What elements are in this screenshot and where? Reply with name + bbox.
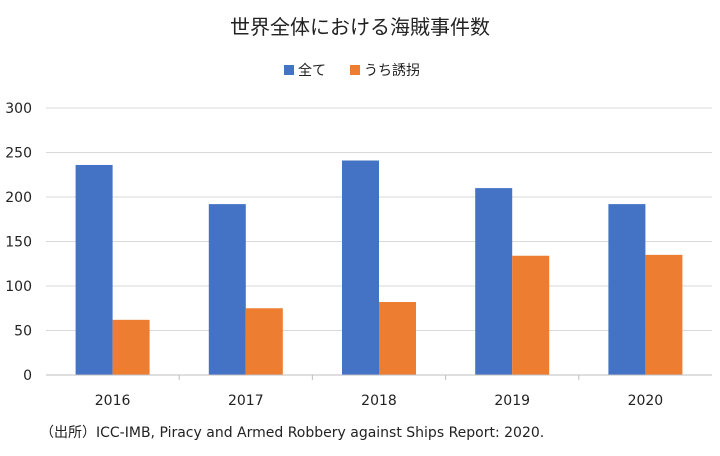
y-tick-label: 300 <box>5 101 32 117</box>
bar-kidnapping-2018 <box>379 302 416 375</box>
bar-all-2019 <box>475 188 513 375</box>
y-tick-label: 100 <box>5 279 32 295</box>
legend-swatch-all <box>284 65 294 75</box>
legend-label-kidnapping: うち誘拐 <box>364 63 420 79</box>
y-tick-label: 200 <box>5 190 32 206</box>
legend-swatch-kidnapping <box>350 65 360 75</box>
y-tick-label: 0 <box>23 368 32 384</box>
bar-kidnapping-2016 <box>112 319 150 375</box>
source-note: （出所）ICC-IMB, Piracy and Armed Robbery ag… <box>40 425 545 441</box>
bar-all-2017 <box>208 204 246 375</box>
bar-all-2018 <box>342 160 379 375</box>
bars <box>75 160 683 375</box>
legend: 全て うち誘拐 <box>284 62 420 79</box>
y-axis-ticks: 0 50 100 150 200 250 300 <box>5 101 32 384</box>
bar-all-2016 <box>75 164 113 375</box>
x-tick-label: 2016 <box>95 393 131 409</box>
y-tick-label: 150 <box>5 235 32 251</box>
x-tick-label: 2019 <box>494 393 530 409</box>
bar-all-2020 <box>608 204 646 375</box>
legend-label-all: 全て <box>298 62 326 79</box>
y-tick-label: 250 <box>5 146 32 162</box>
bar-kidnapping-2020 <box>645 254 683 375</box>
chart-title: 世界全体における海賊事件数 <box>230 15 490 39</box>
bar-kidnapping-2019 <box>512 255 550 375</box>
x-axis-ticks: 2016 2017 2018 2019 2020 <box>95 375 663 409</box>
x-tick-label: 2018 <box>361 393 397 409</box>
x-tick-label: 2017 <box>228 393 264 409</box>
y-tick-label: 50 <box>14 324 32 340</box>
bar-kidnapping-2017 <box>245 308 283 375</box>
x-tick-label: 2020 <box>628 393 664 409</box>
